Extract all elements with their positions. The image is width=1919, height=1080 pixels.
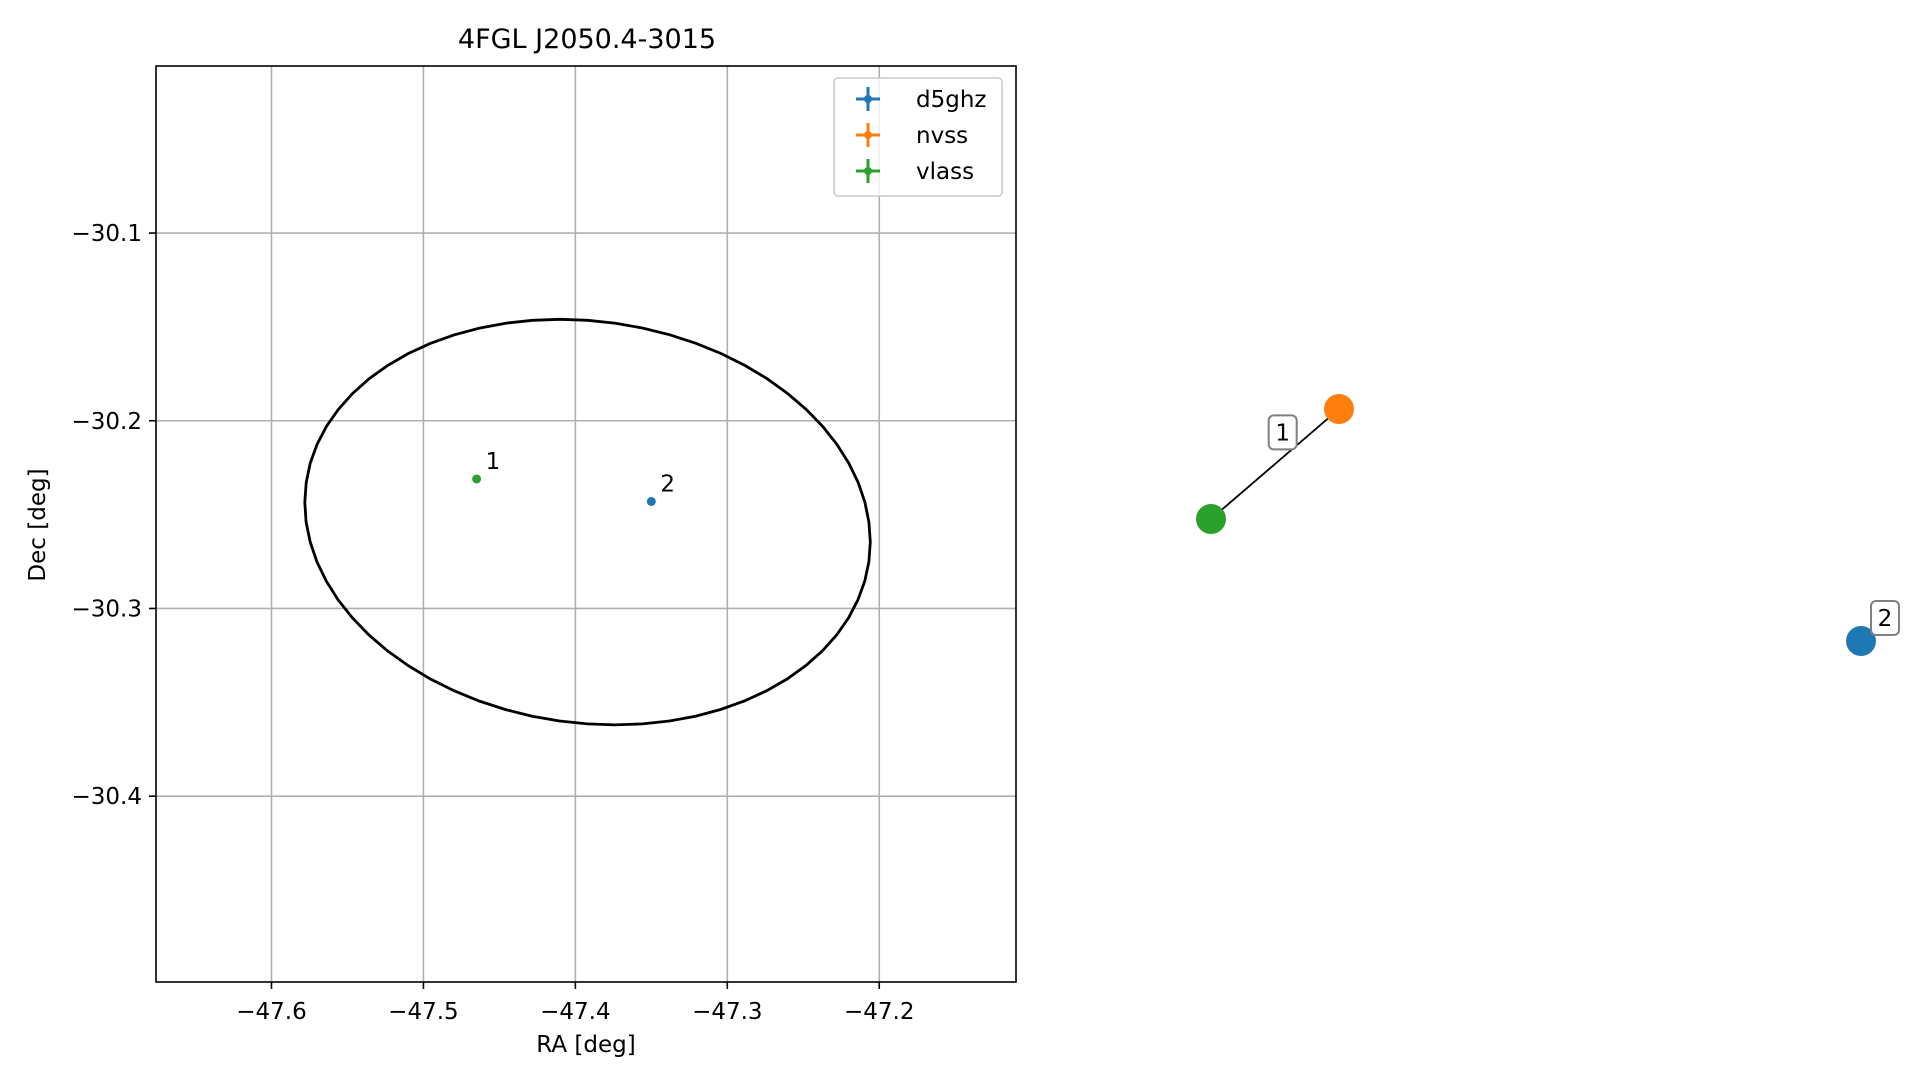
y-axis-label: Dec [deg] <box>25 468 51 581</box>
point-label: 1 <box>486 449 501 475</box>
plot-content: 21 <box>303 317 872 727</box>
x-tick-label: −47.6 <box>236 999 306 1025</box>
legend-label-vlass: vlass <box>916 159 974 185</box>
x-tick-label: −47.3 <box>692 999 762 1025</box>
x-tick-label: −47.4 <box>540 999 610 1025</box>
plot-axes-frame <box>155 65 1017 983</box>
node-label-badge-box <box>1870 600 1900 636</box>
network-node-vlass <box>1196 504 1226 534</box>
x-tick-label: −47.5 <box>388 999 458 1025</box>
data-point-vlass <box>472 474 482 484</box>
legend-marker-vlass <box>864 167 872 175</box>
node-label-badge: 2 <box>1870 600 1900 636</box>
legend-marker-nvss <box>864 131 872 139</box>
x-tick-label: −47.2 <box>844 999 914 1025</box>
localization-ellipse <box>303 317 872 727</box>
y-tick-label: −30.3 <box>72 596 142 622</box>
network-graph-panel: 12 <box>1196 394 1900 656</box>
data-point-d5ghz <box>646 496 656 506</box>
legend-box <box>833 77 1003 197</box>
legend-marker-d5ghz <box>864 95 872 103</box>
y-tick-label: −30.2 <box>72 409 142 435</box>
x-axis-label: RA [deg] <box>536 1032 635 1058</box>
edge-label-badge-box <box>1267 414 1298 451</box>
edge-label-badge-text: 1 <box>1275 420 1290 446</box>
legend: d5ghz nvss vlass <box>833 77 1003 197</box>
plot-title: 4FGL J2050.4-3015 <box>458 24 716 55</box>
scatter-plot-panel: 4FGL J2050.4-3015 −47.6 −47.5 −47.4 −47.3 −4… <box>25 24 1017 1058</box>
edge-label-badge: 1 <box>1267 414 1298 451</box>
axis-ticks: −47.6 −47.5 −47.4 −47.3 −47.2 −30.1 −30.2 −30.3… <box>72 221 915 1025</box>
network-node-nvss <box>1324 394 1354 424</box>
point-label: 2 <box>660 471 675 497</box>
y-tick-label: −30.1 <box>72 221 142 247</box>
legend-label-d5ghz: d5ghz <box>916 87 986 113</box>
network-edge <box>1210 408 1340 520</box>
y-tick-label: −30.4 <box>72 784 142 810</box>
legend-label-nvss: nvss <box>916 123 968 149</box>
network-node-d5ghz <box>1846 626 1876 656</box>
node-label-badge-text: 2 <box>1878 606 1893 632</box>
grid-lines <box>156 66 1016 982</box>
